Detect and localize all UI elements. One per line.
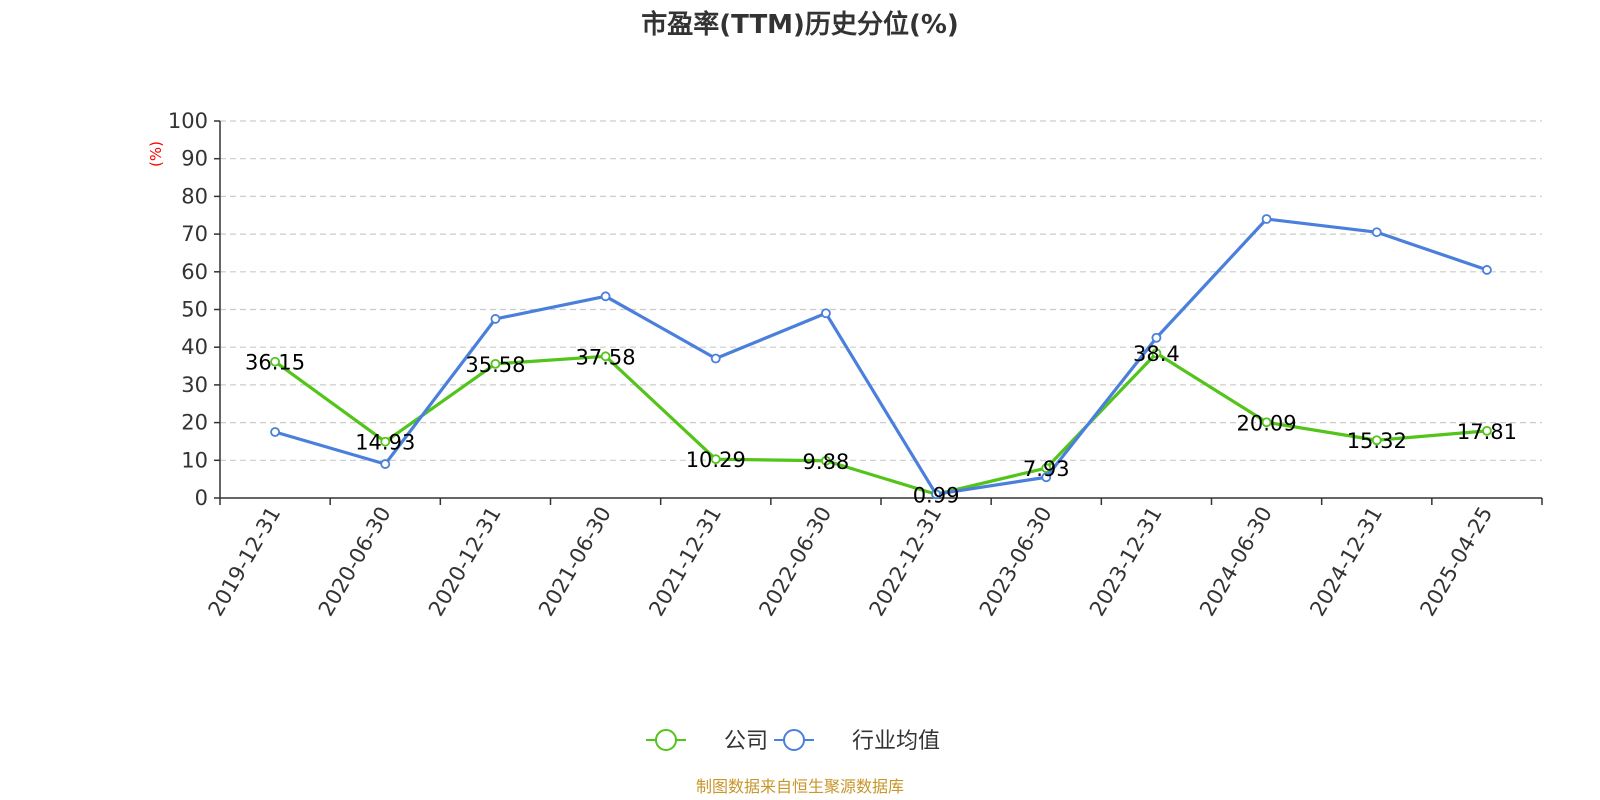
data-label: 17.81 bbox=[1457, 420, 1517, 444]
legend-marker-icon bbox=[655, 729, 677, 751]
data-point bbox=[1041, 472, 1052, 483]
data-point bbox=[490, 314, 501, 324]
y-tick-labels: 0 10 20 30 40 50 60 70 80 90 100 bbox=[168, 109, 208, 510]
x-tick-label: 2021-12-31 bbox=[644, 503, 726, 621]
x-tick-label: 2023-06-30 bbox=[975, 503, 1057, 621]
data-point bbox=[1261, 214, 1272, 224]
y-tick-label: 30 bbox=[181, 373, 208, 397]
data-labels: 36.15 14.93 35.58 37.58 10.29 9.88 0.99 7.93 38.… bbox=[245, 342, 1517, 507]
y-axis-unit-label: (%) bbox=[147, 141, 165, 167]
legend-label: 行业均值 bbox=[852, 729, 940, 754]
x-tick-label: 2022-06-30 bbox=[754, 503, 836, 621]
data-point bbox=[710, 353, 721, 364]
data-point bbox=[600, 351, 611, 362]
data-point bbox=[600, 291, 611, 302]
data-label: 37.58 bbox=[576, 345, 636, 369]
data-point bbox=[1041, 463, 1052, 474]
data-point bbox=[931, 489, 941, 500]
data-label: 36.15 bbox=[245, 351, 305, 375]
data-point bbox=[270, 356, 280, 367]
x-tick-label: 2024-06-30 bbox=[1195, 503, 1277, 621]
data-point bbox=[1482, 425, 1492, 436]
data-label: 10.29 bbox=[686, 448, 746, 472]
legend-marker-icon bbox=[783, 729, 805, 751]
y-tick-label: 50 bbox=[181, 298, 208, 322]
x-tick-labels: 2019-12-31 2020-06-30 2020-12-31 2021-06-30… bbox=[204, 502, 1498, 620]
y-tick-label: 60 bbox=[181, 260, 208, 284]
data-point bbox=[1371, 435, 1382, 446]
legend-label: 公司 bbox=[724, 729, 768, 754]
data-point bbox=[1261, 417, 1272, 428]
data-label: 35.58 bbox=[465, 353, 525, 377]
y-tick-label: 20 bbox=[181, 411, 208, 435]
data-label: 7.93 bbox=[1023, 457, 1070, 481]
x-tick-label: 2021-06-30 bbox=[534, 503, 616, 621]
series-line-0 bbox=[274, 351, 1488, 496]
x-tick-label: 2024-12-31 bbox=[1305, 503, 1387, 621]
legend[interactable]: 公司 行业均值 bbox=[646, 729, 940, 754]
series-layer bbox=[270, 214, 1492, 500]
x-tick-label: 2023-12-31 bbox=[1085, 503, 1167, 621]
axes bbox=[214, 120, 1543, 505]
data-label: 20.09 bbox=[1237, 411, 1297, 435]
data-point bbox=[821, 455, 831, 466]
data-point bbox=[270, 427, 280, 437]
data-label: 15.32 bbox=[1347, 429, 1407, 453]
source-note: 制图数据来自恒生聚源数据库 bbox=[696, 777, 904, 796]
y-tick-label: 90 bbox=[181, 147, 208, 171]
x-tick-label: 2025-04-25 bbox=[1415, 503, 1497, 621]
data-point bbox=[1371, 227, 1382, 238]
data-label: 38.4 bbox=[1133, 342, 1180, 366]
y-tick-label: 70 bbox=[181, 222, 208, 246]
grid-lines bbox=[220, 120, 1542, 461]
data-point bbox=[380, 436, 391, 447]
data-point bbox=[380, 459, 391, 469]
data-label: 14.93 bbox=[355, 431, 415, 455]
data-label: 0.99 bbox=[913, 483, 960, 507]
x-tick-label: 2022-12-31 bbox=[865, 502, 947, 620]
x-tick-label: 2020-12-31 bbox=[424, 502, 506, 620]
series-line-1 bbox=[274, 217, 1488, 496]
data-point bbox=[490, 358, 501, 369]
data-point bbox=[710, 454, 721, 465]
data-point bbox=[1151, 348, 1162, 359]
y-tick-label: 0 bbox=[195, 486, 208, 510]
data-point bbox=[821, 308, 831, 319]
x-tick-label: 2020-06-30 bbox=[314, 503, 396, 621]
y-tick-label: 10 bbox=[181, 448, 208, 472]
data-point bbox=[1482, 265, 1492, 275]
x-tick-label: 2019-12-31 bbox=[204, 503, 286, 621]
data-point bbox=[1151, 332, 1162, 343]
y-tick-label: 100 bbox=[168, 109, 208, 133]
y-tick-label: 80 bbox=[181, 184, 208, 208]
chart-title: 市盈率(TTM)历史分位(%) bbox=[641, 9, 959, 40]
data-label: 9.88 bbox=[803, 450, 850, 474]
y-tick-label: 40 bbox=[181, 335, 208, 359]
